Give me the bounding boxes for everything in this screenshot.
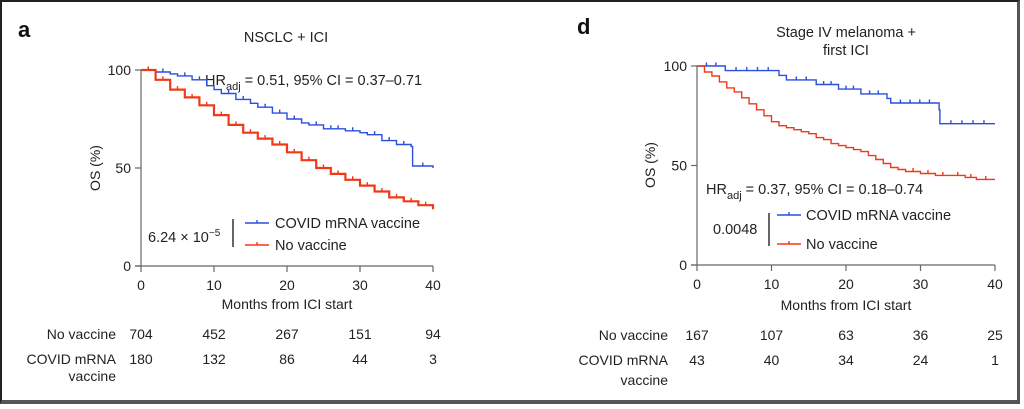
- p-value: 0.0048: [713, 222, 757, 238]
- panel-d: d Stage IV melanoma + first ICI HRadj = …: [577, 14, 1003, 388]
- y-tick-label: 100: [108, 62, 132, 78]
- risk-row-label: COVID mRNA: [579, 352, 669, 368]
- legend-item-vaccine: COVID mRNA vaccine: [777, 208, 951, 224]
- risk-row-label-line2: vaccine: [621, 372, 669, 388]
- panel-letter: d: [577, 14, 590, 39]
- panel-letter: a: [18, 17, 31, 42]
- legend-item-no-vaccine: No vaccine: [245, 238, 347, 254]
- risk-count: 25: [987, 327, 1003, 343]
- risk-count: 132: [202, 351, 226, 367]
- hazard-ratio-annotation: HRadj = 0.37, 95% CI = 0.18–0.74: [706, 182, 923, 202]
- x-tick-label: 40: [987, 276, 1003, 292]
- survival-curve-vaccine: [141, 69, 434, 168]
- risk-count: 3: [429, 351, 437, 367]
- risk-count: 24: [913, 352, 929, 368]
- legend-item-vaccine: COVID mRNA vaccine: [245, 216, 420, 232]
- risk-row-label: No vaccine: [599, 327, 668, 343]
- risk-count: 704: [129, 326, 153, 342]
- x-tick-label: 0: [693, 276, 701, 292]
- x-tick-label: 40: [425, 277, 441, 293]
- axes: 0 50 100 0 10 20 30 40: [108, 62, 441, 293]
- chart-title-line2: first ICI: [823, 43, 869, 59]
- y-tick-label: 50: [671, 158, 687, 174]
- risk-count: 180: [129, 351, 153, 367]
- legend-label: No vaccine: [275, 238, 347, 254]
- p-value: 6.24 × 10−5: [148, 228, 221, 246]
- y-tick-label: 50: [115, 160, 131, 176]
- risk-count: 40: [764, 352, 780, 368]
- risk-count: 36: [913, 327, 929, 343]
- x-tick-label: 30: [913, 276, 929, 292]
- survival-curve-vaccine: [697, 65, 995, 125]
- risk-count: 107: [760, 327, 784, 343]
- risk-table: No vaccine 167 107 63 36 25 COVID mRNA vaccine 4…: [579, 327, 1003, 388]
- x-axis-label: Months from ICI start: [781, 297, 912, 313]
- x-tick-label: 20: [279, 277, 295, 293]
- risk-count: 63: [838, 327, 854, 343]
- hazard-ratio-annotation: HRadj = 0.51, 95% CI = 0.37–0.71: [205, 73, 422, 93]
- y-tick-label: 100: [664, 58, 688, 74]
- legend-label: No vaccine: [806, 237, 878, 253]
- legend-label: COVID mRNA vaccine: [806, 208, 951, 224]
- risk-count: 94: [425, 326, 441, 342]
- risk-count: 267: [275, 326, 299, 342]
- x-tick-label: 10: [764, 276, 780, 292]
- x-tick-label: 0: [137, 277, 145, 293]
- risk-count: 44: [352, 351, 368, 367]
- risk-count: 43: [689, 352, 705, 368]
- risk-row-label: No vaccine: [47, 326, 116, 342]
- risk-table: No vaccine 704 452 267 151 94 COVID mRNAvaccin…: [27, 326, 441, 384]
- legend-label: COVID mRNA vaccine: [275, 216, 420, 232]
- risk-count: 151: [348, 326, 372, 342]
- chart-title: NSCLC + ICI: [244, 30, 328, 46]
- y-tick-label: 0: [679, 257, 687, 273]
- x-axis-label: Months from ICI start: [222, 296, 353, 312]
- risk-count: 34: [838, 352, 854, 368]
- survival-curves: [697, 62, 995, 181]
- risk-count: 86: [279, 351, 295, 367]
- risk-count: 452: [202, 326, 226, 342]
- risk-row-label: COVID mRNA: [27, 351, 117, 367]
- x-tick-label: 10: [206, 277, 222, 293]
- y-axis-label: OS (%): [642, 142, 658, 188]
- survival-curve-no-vaccine: [141, 68, 435, 210]
- y-tick-label: 0: [123, 258, 131, 274]
- risk-count: 167: [685, 327, 709, 343]
- survival-curves: [141, 66, 435, 210]
- panel-a: a NSCLC + ICI HRadj = 0.51, 95% CI = 0.3…: [18, 17, 441, 384]
- risk-count: 1: [991, 352, 999, 368]
- y-axis-label: OS (%): [87, 145, 103, 191]
- survival-curve-no-vaccine: [697, 65, 995, 181]
- x-tick-label: 20: [838, 276, 854, 292]
- chart-title: Stage IV melanoma +: [776, 25, 916, 41]
- risk-row-label-line2: vaccine: [69, 368, 117, 384]
- x-tick-label: 30: [352, 277, 368, 293]
- legend-item-no-vaccine: No vaccine: [777, 237, 878, 253]
- axes: 0 50 100 0 10 20 30 40: [664, 58, 1003, 292]
